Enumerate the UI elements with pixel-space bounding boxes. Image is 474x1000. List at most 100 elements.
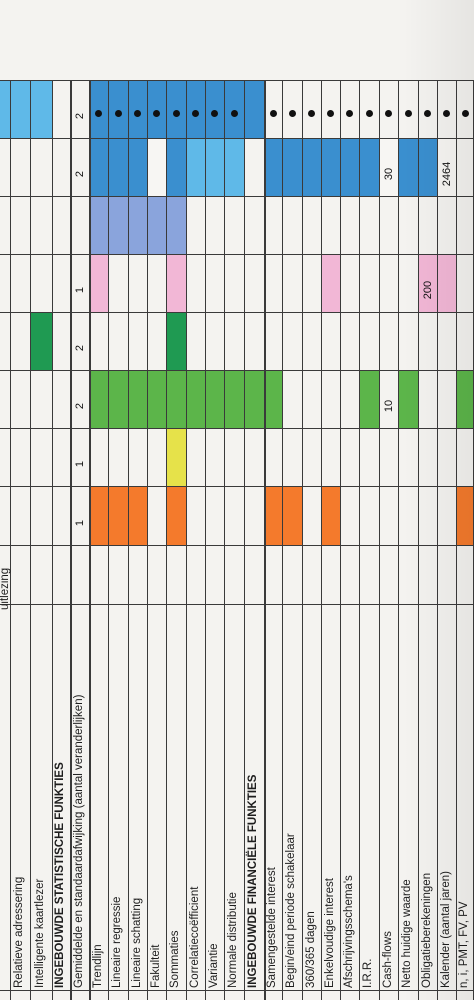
grid-line	[205, 80, 206, 1000]
feature-label: Variantie	[207, 943, 220, 988]
grid-line	[0, 428, 474, 429]
color-block-green	[398, 370, 418, 428]
color-block-lightblue	[0, 80, 52, 138]
feature-label: Samengestelde interest	[266, 867, 278, 988]
grid-line	[52, 80, 53, 1000]
color-block-green	[359, 370, 379, 428]
color-block-green	[264, 370, 282, 428]
cell-value: 1	[73, 286, 86, 294]
feature-label: Fakulteit	[149, 944, 162, 988]
color-block-periwinkle	[89, 196, 166, 254]
feature-label: Normale distributie	[227, 892, 239, 988]
dot-marker	[153, 109, 160, 117]
grid-line	[0, 312, 474, 313]
grid-line	[0, 990, 474, 991]
section-heading: INGEBOUWDE STATISTISCHE FUNKTIES	[54, 762, 66, 988]
cell-value: 200	[421, 280, 434, 300]
dot-marker	[230, 109, 238, 117]
grid-line	[0, 486, 474, 487]
dot-marker	[269, 109, 277, 117]
grid-line	[186, 80, 187, 1000]
color-block-green	[456, 370, 474, 428]
dot-marker	[424, 109, 431, 117]
color-block-orange	[456, 486, 474, 545]
grid-line	[0, 604, 474, 605]
feature-label: Intelligente kaartlezer	[34, 878, 46, 988]
feature-label: Trendlijn	[91, 944, 104, 988]
grid-line	[0, 254, 474, 255]
grid-line	[128, 80, 129, 1000]
grid-line	[302, 80, 303, 1000]
color-block-blue	[89, 80, 264, 138]
cell-value: 10	[382, 399, 395, 413]
grid-line	[10, 80, 11, 1000]
empty-cell	[437, 138, 456, 196]
dot-marker	[211, 109, 218, 117]
color-block-pink	[89, 254, 108, 312]
cell-value: 2	[73, 402, 86, 410]
dot-marker	[192, 109, 199, 117]
dot-marker	[95, 109, 102, 117]
feature-label: n, i, PMT, FV, PV	[458, 901, 470, 989]
grid-line	[437, 80, 438, 1000]
feature-label: I.R.R.	[362, 958, 374, 988]
grid-line	[244, 80, 245, 1000]
grid-line	[147, 80, 148, 1000]
grid-line	[456, 80, 457, 1000]
grid-line	[0, 545, 474, 546]
feature-label: Kalender (aantal jaren)	[439, 871, 452, 988]
dot-marker	[365, 109, 373, 117]
dot-marker	[134, 109, 141, 117]
dot-marker	[172, 109, 180, 117]
cell-value: 2	[73, 112, 86, 120]
cell-value: 1	[73, 460, 86, 468]
feature-label: Lineaire regressie	[111, 896, 123, 988]
grid-line	[264, 80, 266, 1000]
cell-value: 2	[73, 170, 86, 178]
grid-line	[89, 80, 91, 1000]
dot-marker	[114, 109, 122, 117]
grid-line	[30, 80, 31, 1000]
grid-line	[379, 80, 380, 1000]
empty-cell	[147, 138, 166, 196]
color-block-orange	[166, 486, 186, 545]
dot-marker	[346, 109, 353, 117]
color-block-pink	[321, 254, 340, 312]
cell-value: 1	[73, 519, 86, 526]
empty-cell	[379, 138, 398, 196]
grid-line	[321, 80, 322, 1000]
grid-line	[108, 80, 109, 1000]
feature-label: Enkelvoudige interest	[323, 878, 336, 988]
dot-marker	[461, 109, 469, 117]
feature-label: Begin/eind periode schakelaar	[285, 833, 297, 988]
dot-marker	[443, 109, 450, 117]
dot-marker	[404, 109, 412, 117]
feature-label: Sommaties	[169, 930, 181, 988]
feature-label: uitlezing	[0, 567, 11, 610]
cell-value: 2	[73, 344, 86, 352]
feature-label: Cash-flows	[381, 931, 394, 988]
feature-label: 360/365 dagen	[304, 911, 317, 988]
color-block-yellow	[166, 428, 186, 486]
color-block-darkgreen	[166, 312, 186, 370]
color-block-orange	[264, 486, 302, 545]
feature-label: Netto huidige waarde	[401, 879, 413, 988]
feature-label: Obligatieberekeningen	[420, 872, 433, 988]
grid-line	[340, 80, 341, 1000]
grid-line	[0, 138, 474, 139]
feature-label: Afschrijvingsschema's	[342, 875, 355, 988]
color-block-periwinkle	[166, 196, 186, 254]
grid-line	[70, 80, 72, 1000]
grid-line	[359, 80, 360, 1000]
feature-label: Correlatiecoëfficient	[188, 886, 201, 988]
color-block-orange	[321, 486, 340, 545]
dot-marker	[288, 109, 296, 117]
feature-label: Lineaire schatting	[130, 897, 143, 988]
color-block-orange	[89, 486, 147, 545]
color-block-lightblue	[186, 138, 244, 196]
color-block-blue	[166, 138, 186, 196]
color-block-darkgreen	[30, 312, 52, 370]
cell-value: 2464	[440, 161, 453, 187]
